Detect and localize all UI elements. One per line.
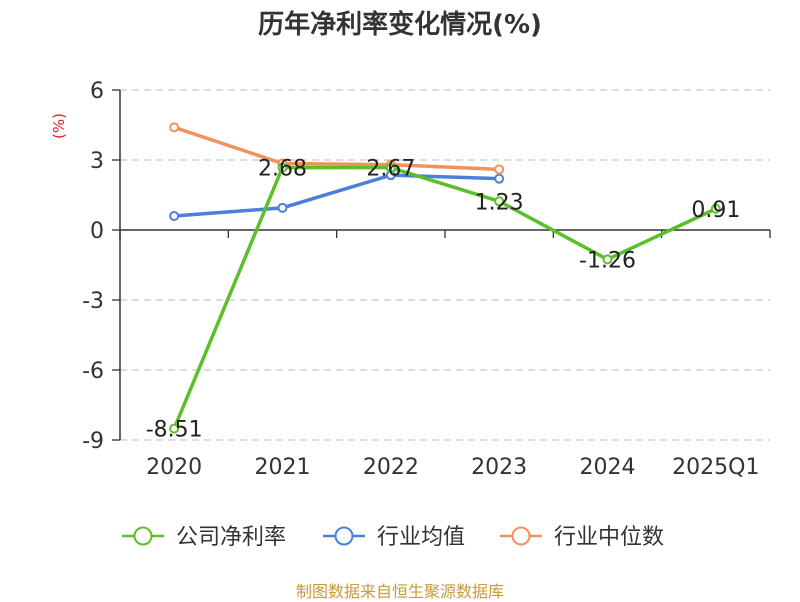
legend-marker (133, 526, 153, 546)
legend-label: 行业均值 (377, 525, 465, 550)
y-tick-label: 0 (90, 219, 104, 244)
data-point (602, 254, 613, 265)
y-tick-label: -9 (82, 429, 104, 454)
data-point (169, 122, 180, 133)
x-tick-label: 2024 (580, 455, 636, 480)
x-tick-label: 2020 (146, 455, 202, 480)
data-label: 2.68 (258, 156, 307, 181)
legend-marker (511, 526, 531, 546)
source-note: 制图数据来自恒生聚源数据库 (295, 582, 504, 601)
chart-title: 历年净利率变化情况(%) (258, 10, 542, 40)
data-point (385, 162, 396, 173)
data-point (494, 164, 505, 175)
data-label: -8.51 (146, 418, 203, 443)
data-label: 0.91 (691, 198, 740, 223)
x-tick-label: 2023 (471, 455, 527, 480)
data-point (494, 173, 505, 184)
y-tick-label: 6 (90, 79, 104, 104)
y-tick-label: 3 (90, 149, 104, 174)
series-line (173, 125, 500, 172)
legend-label: 公司净利率 (176, 525, 286, 550)
series-line (174, 173, 500, 218)
data-label: 2.67 (366, 157, 415, 182)
data-label: 1.23 (475, 190, 524, 215)
data-point (277, 162, 288, 173)
data-point (277, 202, 288, 213)
data-label: -1.26 (579, 248, 636, 273)
x-tick-label: 2025Q1 (672, 455, 759, 480)
y-axis-label: (%) (50, 113, 68, 139)
y-tick-label: -6 (82, 359, 104, 384)
data-point (169, 423, 180, 434)
x-tick-label: 2022 (363, 455, 419, 480)
y-tick-label: -3 (82, 289, 104, 314)
legend-marker (334, 526, 354, 546)
series-line (172, 165, 717, 430)
legend-label: 行业中位数 (554, 525, 664, 550)
x-tick-label: 2021 (255, 455, 311, 480)
data-point (169, 211, 180, 221)
data-point (494, 196, 505, 207)
data-point (710, 203, 721, 214)
